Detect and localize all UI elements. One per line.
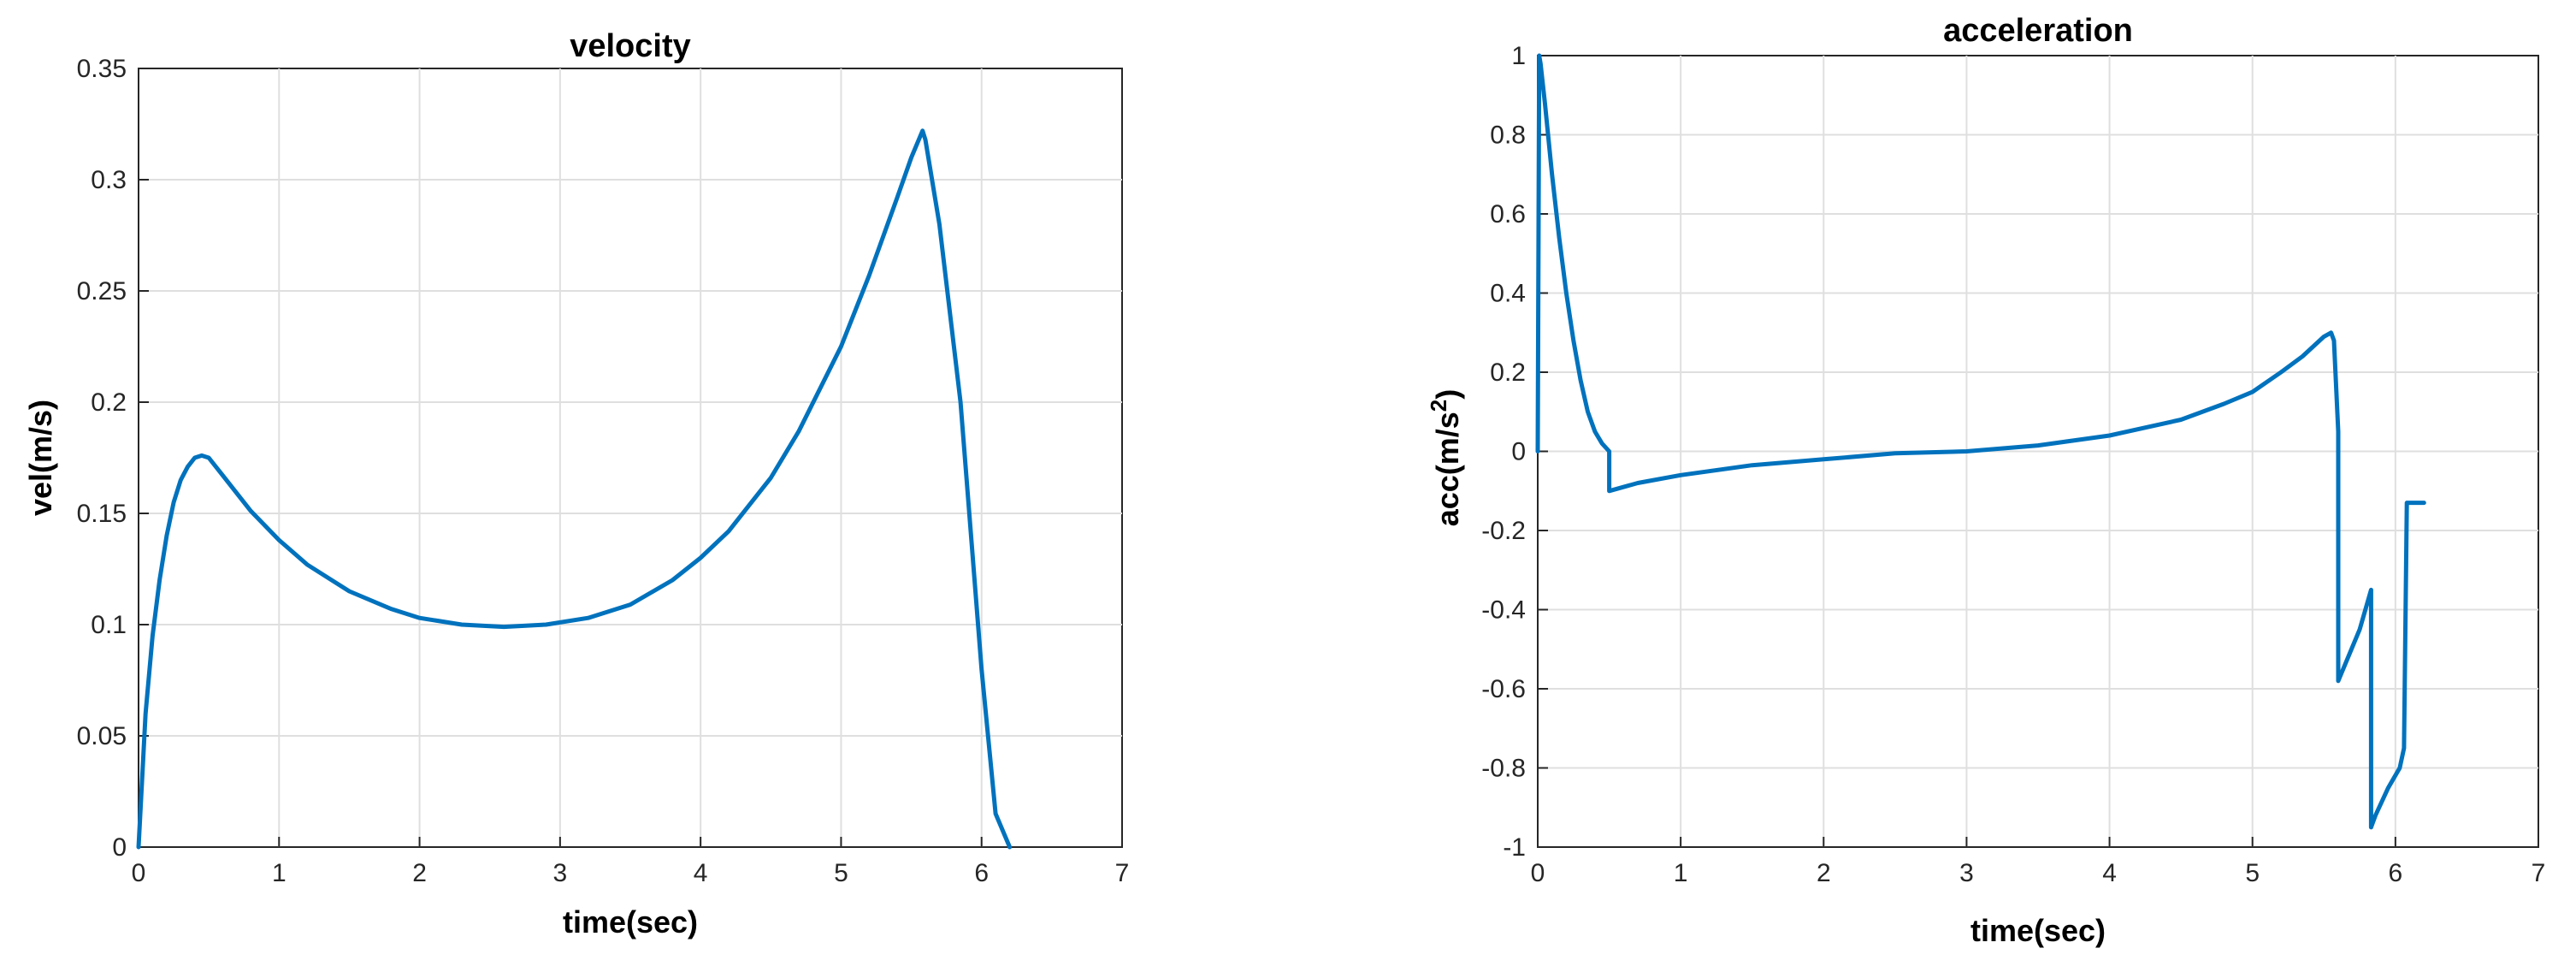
velocity-y-axis-title: vel(m/s) (23, 400, 58, 516)
acceleration-ticks: 0 1 2 3 4 5 6 7 -1 -0.8 -0.6 -0.4 -0.2 0 0.2 0.4 0.6 0.8 1 (1481, 42, 2545, 887)
velocity-grid (139, 68, 1122, 847)
velocity-y-tick-label: 0.25 (77, 277, 127, 305)
velocity-x-tick-label: 2 (412, 859, 427, 887)
acceleration-y-axis-title: acc(m/s2) (1426, 389, 1465, 527)
velocity-y-tick-label: 0.05 (77, 722, 127, 750)
velocity-chart: 0 1 2 3 4 5 6 7 0 0.05 0.1 0.15 0.2 0.25 0.3 0.35 veloc… (23, 28, 1129, 939)
acceleration-x-axis-title: time(sec) (1970, 913, 2106, 948)
acceleration-x-tick-label: 7 (2532, 859, 2546, 887)
acceleration-x-tick-label: 6 (2389, 859, 2403, 887)
acceleration-y-tick-label: -0.4 (1481, 596, 1526, 625)
acceleration-y-axis-title-main: acc(m/s (1430, 412, 1465, 526)
acceleration-x-tick-label: 5 (2245, 859, 2260, 887)
velocity-series (136, 128, 1013, 850)
velocity-y-tick-label: 0.1 (91, 611, 127, 639)
velocity-y-tick-label: 0 (112, 833, 127, 862)
acceleration-y-tick-label: -0.6 (1481, 675, 1526, 703)
velocity-x-tick-label: 5 (834, 859, 848, 887)
velocity-x-tick-label: 1 (272, 859, 287, 887)
acceleration-x-tick-label: 4 (2102, 859, 2117, 887)
velocity-y-tick-label: 0.3 (91, 166, 127, 194)
acceleration-grid (1538, 56, 2538, 847)
acceleration-chart: 0 1 2 3 4 5 6 7 -1 -0.8 -0.6 -0.4 -0.2 0 0.2 0.4 0.6 0.8 1… (1426, 13, 2545, 948)
acceleration-series (1535, 53, 2426, 830)
acceleration-x-tick-label: 2 (1817, 859, 1831, 887)
velocity-chart-title: velocity (570, 28, 691, 64)
velocity-x-axis-title: time(sec) (563, 904, 698, 939)
acceleration-y-tick-label: 1 (1511, 42, 1526, 70)
acceleration-y-tick-label: 0 (1511, 438, 1526, 466)
velocity-series-line (136, 128, 1013, 850)
acceleration-x-tick-label: 3 (1959, 859, 1974, 887)
velocity-x-tick-label: 4 (694, 859, 708, 887)
acceleration-chart-title: acceleration (1943, 13, 2133, 49)
acceleration-x-tick-label: 0 (1531, 859, 1545, 887)
velocity-y-tick-label: 0.15 (77, 500, 127, 528)
velocity-y-tick-label: 0.35 (77, 55, 127, 83)
velocity-y-tick-label: 0.2 (91, 388, 127, 417)
acceleration-x-tick-label: 1 (1674, 859, 1688, 887)
velocity-x-tick-label: 3 (553, 859, 568, 887)
acceleration-y-tick-label: 0.8 (1490, 122, 1526, 150)
acceleration-y-axis-title-sup: 2 (1426, 400, 1451, 412)
acceleration-y-tick-label: -0.2 (1481, 517, 1526, 545)
acceleration-y-axis-title-end: ) (1430, 389, 1465, 400)
velocity-x-tick-label: 7 (1115, 859, 1130, 887)
acceleration-series-line (1535, 53, 2426, 830)
acceleration-y-tick-label: 0.4 (1490, 280, 1526, 308)
velocity-ticks: 0 1 2 3 4 5 6 7 0 0.05 0.1 0.15 0.2 0.25 0.3 0.35 (77, 55, 1130, 887)
velocity-x-tick-label: 0 (132, 859, 146, 887)
velocity-axes-box (138, 68, 1123, 848)
acceleration-y-tick-label: -1 (1503, 833, 1526, 862)
acceleration-y-tick-label: -0.8 (1481, 755, 1526, 783)
acceleration-y-tick-label: 0.2 (1490, 359, 1526, 387)
velocity-x-tick-label: 6 (974, 859, 989, 887)
acceleration-y-tick-label: 0.6 (1490, 200, 1526, 228)
